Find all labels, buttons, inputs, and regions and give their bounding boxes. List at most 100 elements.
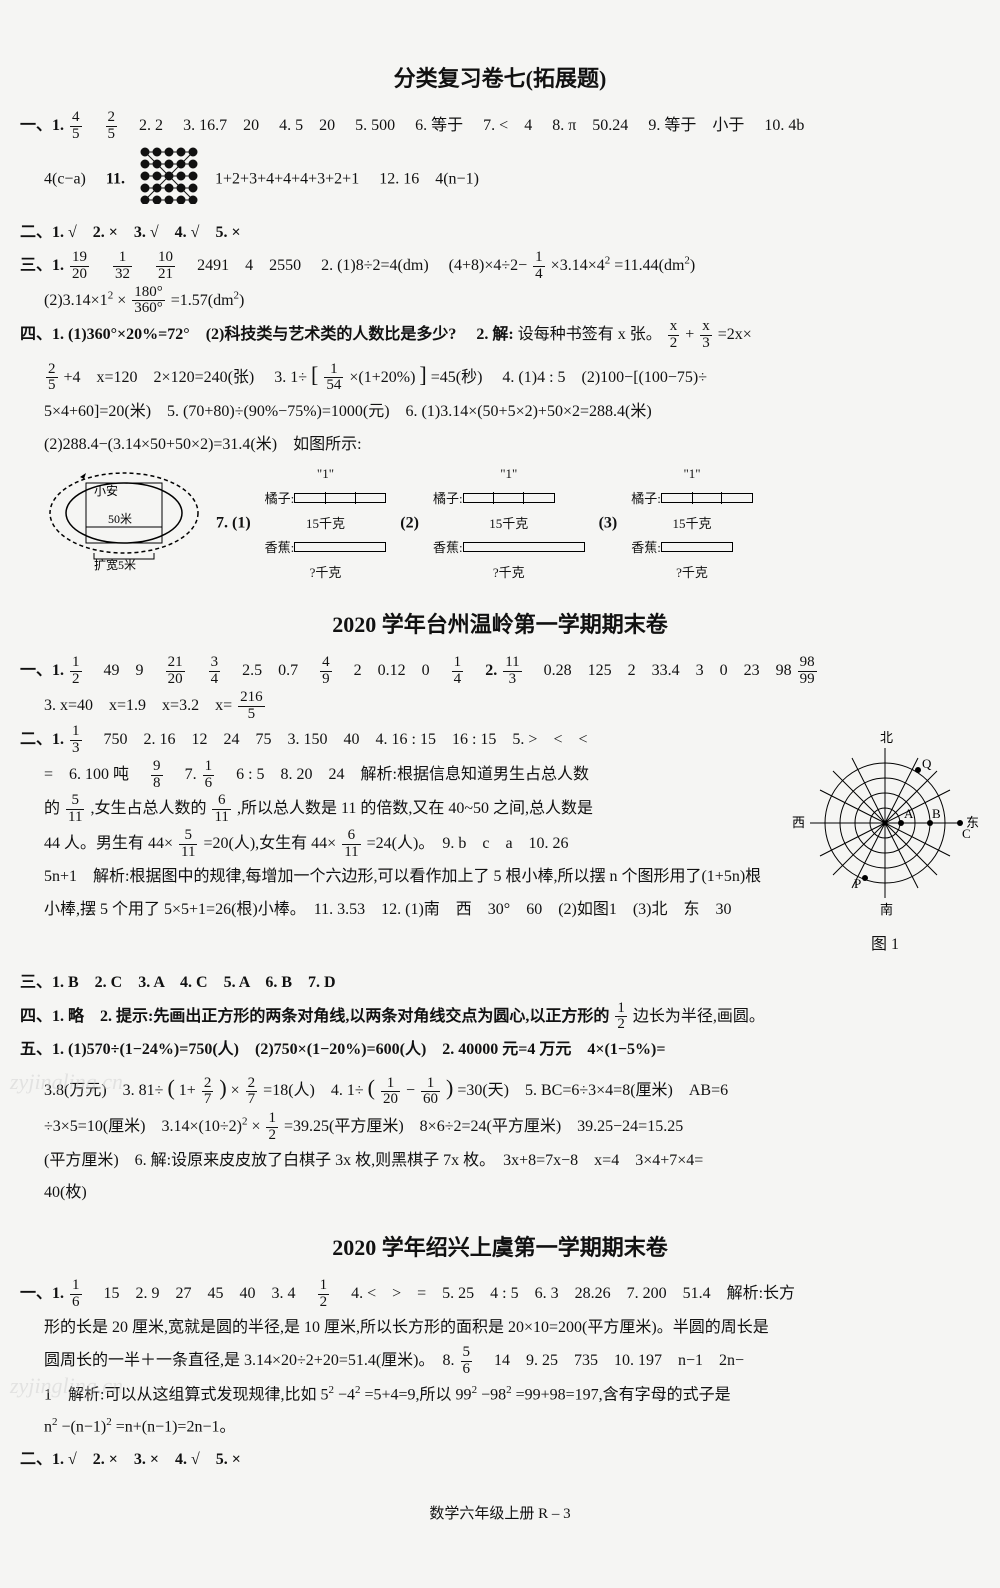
- frac: 1021: [156, 250, 175, 283]
- compass-C: C: [962, 826, 971, 841]
- q7b: (2): [400, 515, 419, 532]
- txt: 1 解析:可以从这组算式发现规律,比如 5: [44, 1386, 328, 1403]
- lead: 二、1.: [20, 731, 64, 748]
- txt: 二、1. √ 2. × 3. √ 4. √ 5. ×: [20, 224, 241, 241]
- s1-line4a: 四、1. (1)360°×20%=72° (2)科技类与艺术类的人数比是多少? …: [20, 319, 980, 352]
- s2-l3: 三、1. B 2. C 3. A 4. C 5. A 6. B 7. D: [20, 968, 980, 998]
- txt: 6 : 5 8. 20 24 解析:根据信息知道男生占总人数: [236, 766, 589, 783]
- lbl: 香蕉:: [631, 540, 661, 555]
- title-2: 2020 学年台州温岭第一学期期末卷: [20, 604, 980, 646]
- frac: 120: [381, 1076, 400, 1109]
- frac: 12: [318, 1278, 330, 1311]
- txt: 2 0.12 0: [354, 662, 430, 679]
- txt: 边长为半径,画圆。: [633, 1007, 765, 1024]
- bar-diagram-1: "1" 橘子: 15千克 香蕉: ?千克: [265, 462, 387, 585]
- txt: 6. 等于: [415, 117, 463, 134]
- txt: 3. 16.7 20: [183, 117, 259, 134]
- lbl: 橘子:: [265, 491, 295, 506]
- s1-q11: 11.: [106, 171, 125, 188]
- track-diagram: 小安 50米 扩宽5米: [44, 463, 204, 584]
- compass-P: P: [854, 876, 861, 891]
- sup: 2: [605, 255, 611, 267]
- txt: ]: [419, 362, 426, 387]
- lead: 一、1.: [20, 662, 64, 679]
- s1-line4d: (2)288.4−(3.14×50+50×2)=31.4(米) 如图所示:: [20, 430, 980, 460]
- frac: 14: [452, 655, 464, 688]
- txt: (: [368, 1075, 375, 1100]
- txt: 1+: [179, 1082, 196, 1099]
- txt: ): [690, 257, 695, 274]
- frac: 611: [212, 793, 230, 826]
- frac: 98: [151, 759, 163, 792]
- lbl: "1": [265, 462, 387, 487]
- txt: ): [239, 292, 244, 309]
- lbl: ?千克: [265, 561, 387, 586]
- txt: =30(天) 5. BC=6÷3×4=8(厘米) AB=6: [457, 1082, 728, 1099]
- txt: =18(人) 4. 1÷: [263, 1082, 363, 1099]
- compass-n: 北: [880, 730, 893, 745]
- frac: 45: [70, 110, 82, 143]
- compass-w: 西: [792, 815, 805, 830]
- txt: =20(人),女生有 44×: [203, 835, 336, 852]
- sup: 2: [242, 1116, 248, 1128]
- txt: =n+(n−1)=2n−1。: [116, 1419, 236, 1436]
- txt: 5n+1 解析:根据图中的规律,每增加一个六边形,可以看作加上了 5 根小棒,所…: [44, 868, 761, 885]
- txt: =2x×: [718, 326, 752, 343]
- txt: 4(c−a): [44, 171, 102, 188]
- txt: 9. 等于 小于: [648, 117, 744, 134]
- txt: −: [406, 1082, 415, 1099]
- txt: =24(人)。 9. b c a 10. 26: [367, 835, 569, 852]
- txt: 3. 1÷: [274, 369, 307, 386]
- lbl: "1": [433, 462, 585, 487]
- s1-line4b: 25 +4 x=120 2×120=240(张) 3. 1÷ [ 154 ×(1…: [20, 354, 980, 396]
- compass-s: 南: [880, 902, 893, 917]
- q7: 7. (1): [216, 515, 251, 532]
- lbl: ?千克: [433, 561, 585, 586]
- txt: 4. 5 20: [279, 117, 335, 134]
- lbl: 15千克: [631, 512, 753, 537]
- txt: 小棒,摆 5 个用了 5×5+1=26(根)小棒。 11. 3.53 12. (…: [44, 901, 732, 918]
- txt: =1.57(dm: [171, 292, 234, 309]
- txt: ,女生占总人数的: [90, 800, 206, 817]
- s1-line1b: 4(c−a) 11. 1+2+3+4+4+4+3+2+1 12. 16 4(n−…: [20, 144, 980, 215]
- sup: 2: [506, 1384, 512, 1396]
- frac: 27: [246, 1076, 258, 1109]
- s3-l2: 二、1. √ 2. × 3. × 4. √ 5. ×: [20, 1445, 980, 1475]
- s1-line1: 一、1. 45 25 2. 2 3. 16.7 20 4. 5 20 5. 50…: [20, 110, 980, 143]
- txt: 2. (1)8÷2=4(dm): [321, 257, 445, 274]
- lbl: "1": [631, 462, 753, 487]
- txt: +4 x=120 2×120=240(张): [64, 369, 271, 386]
- s3-l1c: zyjingling.cn 圆周长的一半＋一条直径,是 3.14×20÷2+20…: [20, 1345, 980, 1378]
- s3-l1b: 形的长是 20 厘米,宽就是圆的半径,是 10 厘米,所以长方形的面积是 20×…: [20, 1313, 980, 1343]
- frac: x3: [700, 319, 712, 352]
- frac: 25: [46, 362, 58, 395]
- frac: 56: [461, 1345, 473, 1378]
- frac: 180°360°: [132, 285, 165, 318]
- s1-diagrams: 小安 50米 扩宽5米 7. (1) "1" 橘子: 15千克 香蕉: ?千克 …: [20, 462, 980, 585]
- txt: 三、1. B 2. C 3. A 4. C 5. A 6. B 7. D: [20, 974, 336, 991]
- frac: x2: [668, 319, 680, 352]
- txt: 2.5 0.7: [242, 662, 298, 679]
- txt: 圆周长的一半＋一条直径,是 3.14×20÷2+20=51.4(厘米)。 8.: [44, 1352, 455, 1369]
- dot-pattern: [135, 144, 205, 215]
- sup: 2: [106, 1416, 112, 1428]
- s2-l5e: 40(枚): [20, 1178, 980, 1208]
- txt: +: [685, 326, 694, 343]
- frac: 12: [266, 1111, 278, 1144]
- frac: 12: [615, 1001, 627, 1034]
- txt: ×: [231, 1082, 240, 1099]
- txt: 3. x=40 x=1.9 x=3.2 x=: [44, 697, 232, 714]
- txt: =5+4=9,所以 99: [364, 1386, 471, 1403]
- s3-l1d: 1 解析:可以从这组算式发现规律,比如 52 −42 =5+4=9,所以 992…: [20, 1380, 980, 1411]
- sup: 2: [52, 1416, 58, 1428]
- txt: 0.28 125 2 33.4 3 0 23 98: [544, 662, 792, 679]
- txt: 四、1. 略 2. 提示:先画出正方形的两条对角线,以两条对角线交点为圆心,以正…: [20, 1007, 609, 1024]
- txt: (: [167, 1075, 174, 1100]
- txt: 12. 16 4(n−1): [379, 171, 479, 188]
- lbl: 15千克: [265, 512, 387, 537]
- lead: 三、1.: [20, 257, 64, 274]
- compass-B: B: [932, 806, 941, 821]
- title-3: 2020 学年绍兴上虞第一学期期末卷: [20, 1227, 980, 1269]
- frac: 12: [70, 655, 82, 688]
- sup: 2: [328, 1384, 334, 1396]
